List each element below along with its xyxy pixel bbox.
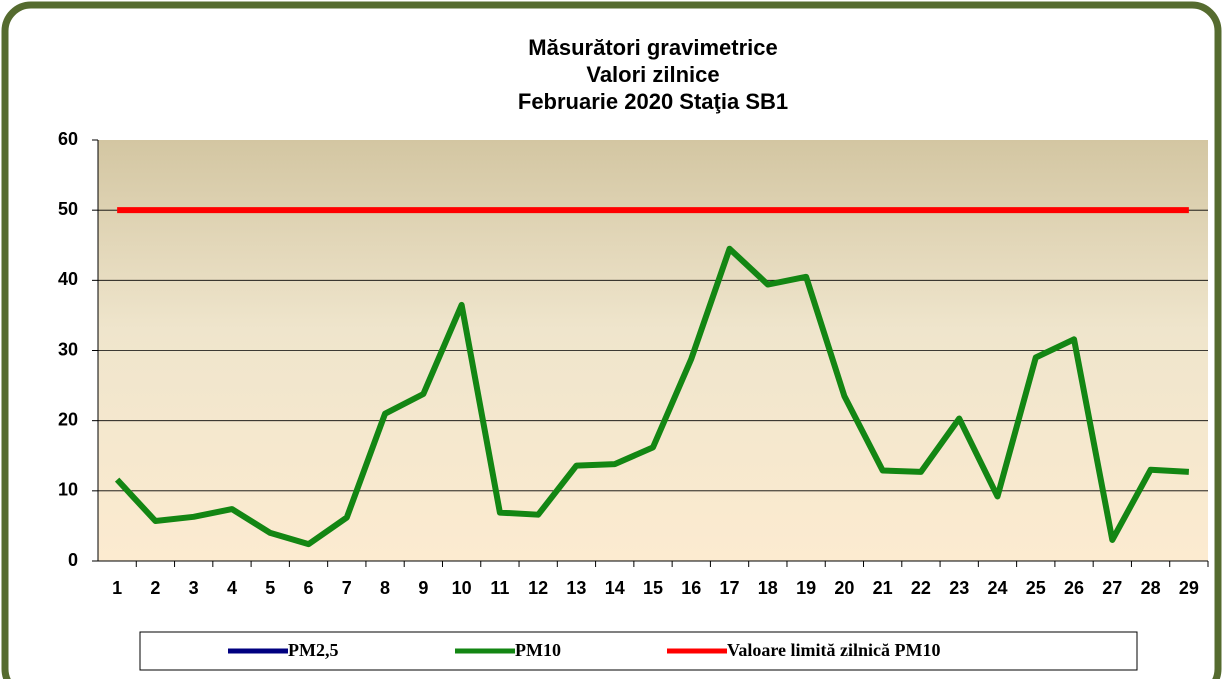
x-tick-label: 28 <box>1141 578 1161 598</box>
y-tick-label: 10 <box>58 480 78 500</box>
x-tick-label: 19 <box>796 578 816 598</box>
y-tick-label: 20 <box>58 409 78 429</box>
y-tick-label: 60 <box>58 129 78 149</box>
x-tick-label: 17 <box>720 578 740 598</box>
x-tick-label: 3 <box>189 578 199 598</box>
x-tick-label: 12 <box>528 578 548 598</box>
x-tick-label: 2 <box>150 578 160 598</box>
x-tick-label: 11 <box>490 578 509 598</box>
x-tick-label: 1 <box>112 578 122 598</box>
x-tick-label: 7 <box>342 578 352 598</box>
x-tick-label: 18 <box>758 578 778 598</box>
x-tick-label: 8 <box>380 578 390 598</box>
legend-label: Valoare limită zilnică PM10 <box>727 640 940 660</box>
x-tick-label: 21 <box>873 578 893 598</box>
legend-label: PM10 <box>515 640 561 660</box>
x-tick-label: 14 <box>605 578 625 598</box>
x-tick-label: 13 <box>566 578 586 598</box>
x-tick-label: 25 <box>1026 578 1046 598</box>
x-tick-label: 15 <box>643 578 663 598</box>
x-tick-label: 16 <box>681 578 701 598</box>
y-tick-label: 30 <box>58 339 78 359</box>
x-tick-label: 4 <box>227 578 237 598</box>
y-tick-label: 0 <box>68 550 78 570</box>
x-tick-label: 24 <box>987 578 1007 598</box>
y-tick-label: 50 <box>58 199 78 219</box>
x-tick-label: 5 <box>265 578 275 598</box>
x-tick-label: 23 <box>949 578 969 598</box>
x-tick-label: 9 <box>418 578 428 598</box>
x-tick-label: 20 <box>834 578 854 598</box>
x-tick-label: 22 <box>911 578 931 598</box>
legend <box>139 631 1138 671</box>
legend-label: PM2,5 <box>288 640 338 660</box>
chart-title: Măsurători gravimetrice <box>528 35 777 60</box>
series-line <box>114 245 1190 548</box>
x-tick-label: 26 <box>1064 578 1084 598</box>
x-tick-label: 29 <box>1179 578 1199 598</box>
x-tick-label: 27 <box>1102 578 1122 598</box>
x-tick-label: 10 <box>452 578 472 598</box>
x-tick-label: 6 <box>304 578 314 598</box>
chart-title: Valori zilnice <box>586 62 719 87</box>
chart-title: Februarie 2020 Staţia SB1 <box>518 89 788 114</box>
y-tick-label: 40 <box>58 269 78 289</box>
